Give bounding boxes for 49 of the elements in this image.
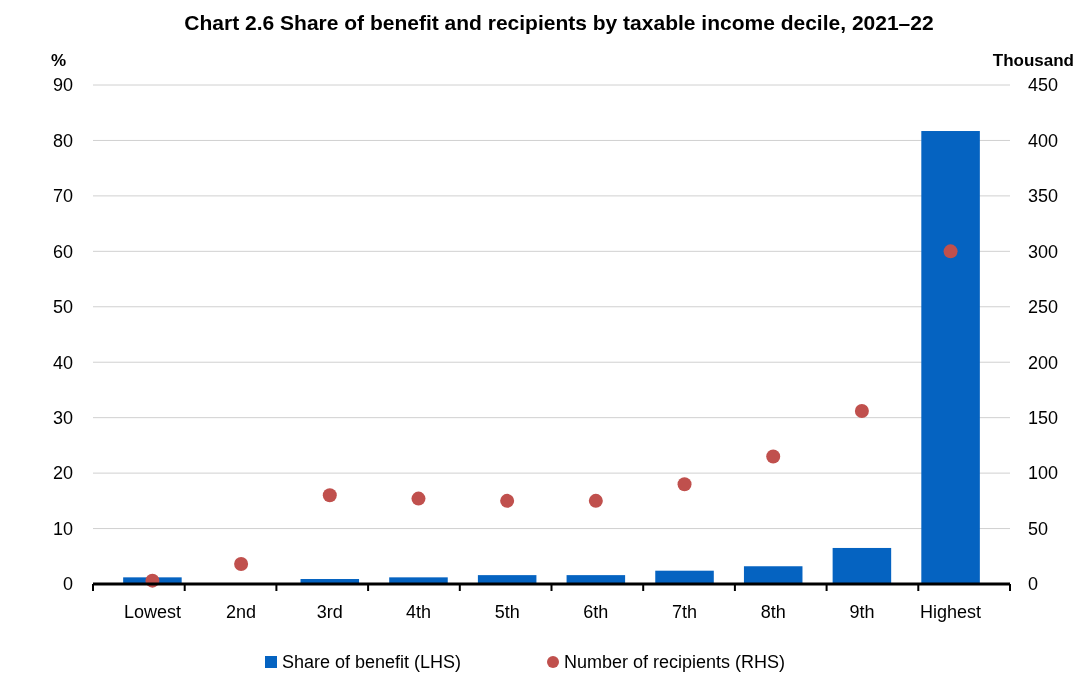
y-tick-label: 40: [52, 352, 73, 373]
x-tick-label: 9th: [849, 602, 875, 622]
x-tick-label: Lowest: [123, 602, 181, 622]
x-tick-label: 2nd: [226, 602, 257, 622]
y2-tick-label: 250: [1028, 297, 1059, 318]
y-tick-label: 10: [52, 518, 73, 539]
y-tick-label: 0: [62, 574, 73, 595]
x-tick-label: 3rd: [316, 602, 343, 622]
y2-tick-label: 200: [1028, 352, 1059, 373]
y2-tick-label: 0: [1028, 574, 1039, 595]
y-tick-label: 20: [52, 463, 73, 484]
y2-tick-label: 450: [1028, 75, 1059, 96]
point: [588, 493, 603, 508]
point: [322, 488, 337, 503]
point: [677, 477, 692, 492]
y2-tick-label: 100: [1028, 463, 1059, 484]
x-tick-label: 6th: [583, 602, 609, 622]
point: [411, 491, 426, 506]
point: [234, 557, 249, 572]
point: [766, 449, 781, 464]
bar: [389, 577, 448, 584]
y2-tick-label: 300: [1028, 241, 1059, 262]
bar: [655, 570, 714, 584]
y2-axis-title: Thousand: [992, 51, 1074, 70]
legend-label: Number of recipients (RHS): [564, 652, 786, 673]
y-tick-label: 70: [52, 186, 73, 207]
x-tick-label: 5th: [494, 602, 520, 622]
bar: [832, 547, 892, 584]
y-tick-label: 50: [52, 297, 73, 318]
y-tick-label: 30: [52, 407, 73, 428]
point: [854, 404, 869, 419]
y2-tick-label: 150: [1028, 407, 1059, 428]
chart-title: Chart 2.6 Share of benefit and recipients by taxable income decile, 2021–22: [184, 11, 934, 34]
point: [943, 244, 958, 259]
x-tick-label: 7th: [672, 602, 698, 622]
y2-tick-label: 400: [1028, 130, 1059, 151]
y2-tick-label: 50: [1028, 518, 1049, 539]
bar: [743, 566, 803, 584]
x-tick-label: Highest: [920, 602, 982, 622]
bar: [921, 131, 980, 584]
legend-label: Share of benefit (LHS): [282, 652, 462, 673]
y2-tick-label: 350: [1028, 186, 1059, 207]
y-tick-label: 90: [52, 75, 73, 96]
point: [500, 493, 515, 508]
y-axis-title: %: [51, 51, 67, 70]
x-tick-label: 4th: [405, 602, 431, 622]
x-tick-label: 8th: [760, 602, 786, 622]
y-tick-label: 80: [52, 130, 73, 151]
y-tick-label: 60: [52, 241, 73, 262]
